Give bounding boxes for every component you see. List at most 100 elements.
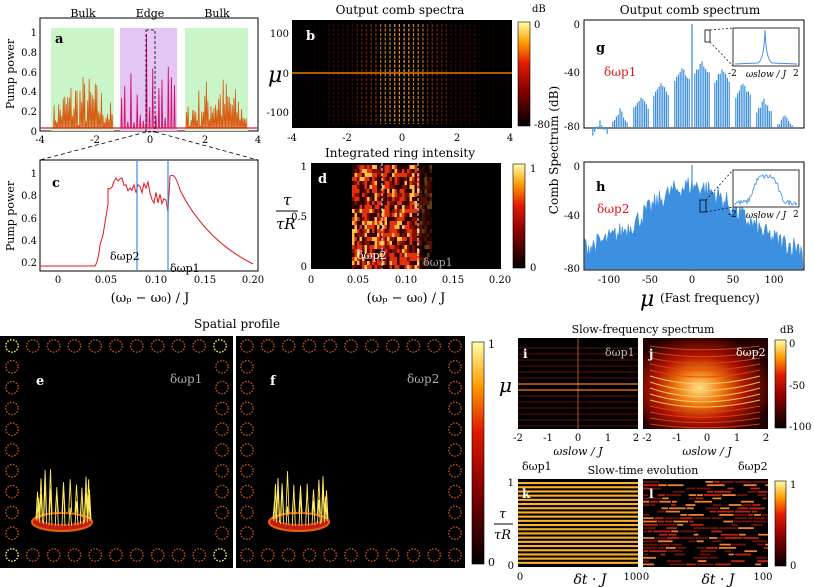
i-xticks: -2 -1 0 1 2	[513, 433, 639, 444]
k-xtick-0: 0	[517, 572, 523, 583]
c-xlabel: (ωₚ − ω₀) / J	[111, 291, 190, 306]
slow-spectrum-i	[518, 338, 638, 429]
svg-text:0: 0	[55, 275, 61, 286]
svg-text:100: 100	[270, 29, 289, 40]
h-xticks: -100 -50 0 50 100	[598, 275, 784, 286]
d-ylabel-top: τ	[283, 191, 292, 209]
svg-text:0.6: 0.6	[21, 68, 37, 79]
panel-g: Output comb spectrum g δωp1 -2 2 ωslow /…	[564, 3, 805, 136]
svg-text:50: 50	[727, 275, 740, 286]
svg-text:0.05: 0.05	[95, 275, 117, 286]
svg-text:-4: -4	[35, 135, 45, 146]
svg-text:-2: -2	[342, 133, 352, 144]
b-cb-unit: dB	[532, 4, 546, 15]
h-inset-spectrum	[734, 173, 798, 207]
ij-cb-0: 0	[789, 339, 795, 350]
d-yticks: 1 0.5 0	[291, 162, 307, 273]
b-yticks: 100 0 -100	[267, 29, 289, 119]
panel-label-g: g	[596, 41, 605, 56]
panel-label-j: j	[648, 347, 653, 361]
bulk-label-right: Bulk	[204, 7, 230, 20]
panel-label-i: i	[523, 347, 528, 361]
svg-text:-2: -2	[513, 433, 523, 444]
svg-text:-40: -40	[564, 211, 580, 222]
panel-e-bg	[0, 336, 233, 568]
d-xlabel: (ωₚ − ω₀) / J	[367, 291, 446, 306]
g-yticks: 0 -40 -80	[564, 20, 580, 133]
h-inset	[732, 169, 800, 208]
svg-text:0.5: 0.5	[291, 212, 307, 223]
panels-kl: δωp1 Slow-time evolution δωp2 k l τ τR 1…	[494, 460, 796, 587]
h-inset-xtick-l: -2	[728, 210, 737, 220]
spatial-cb-bot: 0	[488, 556, 495, 569]
d-colorbar	[512, 163, 526, 269]
kl-title: Slow-time evolution	[588, 464, 699, 477]
c-xticks: 0 0.05 0.10 0.15 0.20	[55, 275, 264, 286]
spatial-colorbar	[471, 341, 485, 565]
d-marker-p1: δωp1	[423, 256, 453, 269]
l-xtick-0: 0	[643, 572, 649, 583]
k-marker: δωp1	[522, 460, 552, 473]
g-inset-xlabel: ωslow / J	[746, 70, 788, 80]
svg-text:0.2: 0.2	[21, 258, 37, 269]
svg-text:0: 0	[574, 162, 580, 173]
l-xlabel: δt · J	[701, 572, 735, 587]
b-cb-top: 0	[534, 20, 540, 31]
slow-spectrum-j	[649, 345, 761, 429]
svg-text:-4: -4	[287, 133, 297, 144]
h-xlabel-rest: (Fast frequency)	[660, 291, 760, 305]
svg-text:0: 0	[283, 69, 289, 80]
spatial-cb-top: 1	[488, 338, 495, 351]
comb-spectra-map	[295, 24, 509, 124]
d-cb-bot: 0	[530, 263, 536, 274]
g-inset-xtick-r: 2	[793, 69, 799, 79]
svg-text:1: 1	[301, 162, 307, 173]
g-marker: δωp1	[604, 65, 636, 79]
svg-text:4: 4	[255, 135, 261, 146]
a-ylabel: Pump power	[4, 38, 17, 109]
svg-text:1: 1	[734, 433, 740, 444]
svg-text:0.8: 0.8	[21, 48, 37, 59]
panel-f-bg	[236, 336, 465, 568]
b-cb-bot: -80	[534, 120, 550, 131]
panel-label-k: k	[522, 487, 531, 501]
svg-text:0: 0	[704, 433, 710, 444]
svg-text:0.4: 0.4	[21, 87, 37, 98]
b-ylabel: μ	[268, 63, 282, 88]
ij-colorbar	[774, 339, 787, 429]
svg-text:0: 0	[399, 133, 405, 144]
gh-ylabel: Comb Spectrum (dB)	[547, 86, 561, 214]
svg-text:2: 2	[454, 133, 460, 144]
h-zoom-box	[699, 199, 707, 213]
c-marker-p1: δωp1	[170, 262, 200, 275]
b-title: Output comb spectra	[336, 3, 465, 17]
panel-a: Bulk Edge Bulk a Pump power 0 0.2 0.4 0.…	[4, 7, 261, 161]
lattice-rings-e	[5, 339, 229, 562]
l-marker: δωp2	[738, 460, 768, 473]
k-ylabel-top: τ	[499, 507, 507, 522]
i-marker: δωp1	[605, 346, 635, 359]
panel-b: Output comb spectra b μ 100 0 -100 -4 -2…	[267, 3, 551, 144]
svg-text:0.15: 0.15	[194, 275, 216, 286]
i-xlabel: ωslow / J	[553, 445, 603, 458]
panels-ij: Slow-frequency spectrum i δωp1 j δωp2 μ …	[499, 323, 811, 458]
h-inset-xtick-r: 2	[793, 210, 799, 220]
d-cb-top: 1	[530, 164, 536, 175]
g-zoom-box	[704, 29, 711, 43]
a-xticks: -4 -2 0 2 4	[35, 135, 261, 146]
panel-label-h: h	[596, 180, 606, 195]
panel-label-b: b	[306, 29, 315, 44]
svg-text:0: 0	[147, 135, 153, 146]
k-xtick-100: 100	[623, 572, 642, 583]
ring-3d-f	[268, 471, 330, 532]
svg-text:0.6: 0.6	[21, 214, 37, 225]
kl-colorbar	[774, 480, 787, 567]
svg-text:0: 0	[575, 433, 581, 444]
pump-power-curve	[40, 174, 254, 267]
kl-cb-bot: 0	[790, 561, 796, 572]
svg-text:2: 2	[633, 433, 639, 444]
svg-text:100: 100	[764, 275, 783, 286]
d-ylabel-bot: τR	[276, 215, 296, 233]
svg-text:0.15: 0.15	[442, 275, 464, 286]
